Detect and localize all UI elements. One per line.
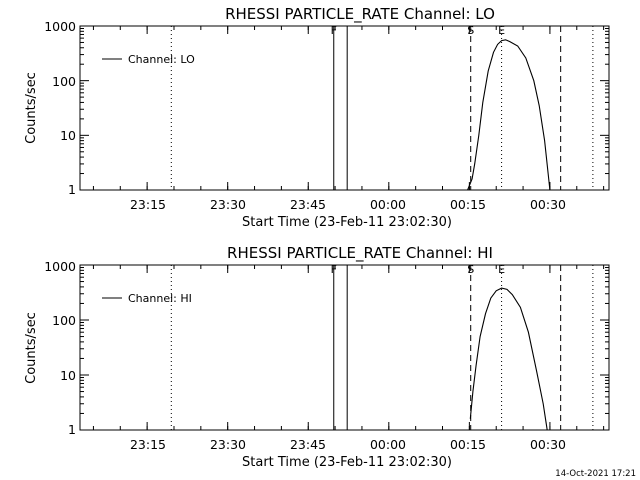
x-tick-label: 00:00 — [370, 437, 406, 452]
series-line — [469, 287, 548, 431]
event-marker-label: S — [467, 263, 474, 276]
panel-hi: RHESSI PARTICLE_RATE Channel: HI Counts/… — [24, 244, 610, 470]
x-tick-label: 23:30 — [210, 437, 246, 452]
y-tick-label: 10 — [60, 128, 76, 143]
x-tick-label: 00:15 — [450, 197, 486, 212]
x-tick-label: 00:00 — [370, 197, 406, 212]
legend-label-hi: Channel: HI — [128, 292, 192, 305]
y-tick-label: 100 — [52, 313, 76, 328]
event-marker-label: F — [331, 24, 337, 37]
panel-lo: RHESSI PARTICLE_RATE Channel: LO Counts/… — [24, 5, 610, 230]
legend-label-lo: Channel: LO — [128, 53, 195, 66]
event-marker-label: E — [498, 24, 505, 37]
plot-frame-lo — [79, 25, 610, 191]
y-tick-label: 1 — [68, 422, 76, 437]
timestamp: 14-Oct-2021 17:21 — [555, 469, 636, 479]
x-axis-label-hi: Start Time (23-Feb-11 23:02:30) — [242, 455, 452, 470]
event-marker-label: S — [467, 24, 474, 37]
x-tick-label: 23:15 — [130, 197, 166, 212]
x-tick-label: 23:30 — [210, 197, 246, 212]
x-axis-label-lo: Start Time (23-Feb-11 23:02:30) — [242, 215, 452, 230]
y-tick-label: 1 — [68, 182, 76, 197]
x-tick-label: 00:15 — [450, 437, 486, 452]
chart-title-hi: RHESSI PARTICLE_RATE Channel: HI — [227, 244, 493, 263]
x-tick-label: 23:45 — [290, 197, 326, 212]
series-line — [467, 39, 551, 191]
event-marker-label: E — [498, 263, 505, 276]
x-tick-label: 23:15 — [130, 437, 166, 452]
y-axis-label-lo: Counts/sec — [24, 72, 39, 144]
plot-frame-hi — [79, 264, 610, 431]
y-tick-label: 100 — [52, 74, 76, 89]
event-marker-label: F — [331, 263, 337, 276]
chart-title-lo: RHESSI PARTICLE_RATE Channel: LO — [225, 5, 495, 24]
y-tick-label: 10 — [60, 368, 76, 383]
y-tick-label: 1000 — [44, 19, 76, 34]
x-tick-label: 23:45 — [290, 437, 326, 452]
x-tick-label: 00:30 — [530, 197, 566, 212]
y-tick-label: 1000 — [44, 259, 76, 274]
x-tick-label: 00:30 — [530, 437, 566, 452]
y-axis-label-hi: Counts/sec — [24, 312, 39, 384]
